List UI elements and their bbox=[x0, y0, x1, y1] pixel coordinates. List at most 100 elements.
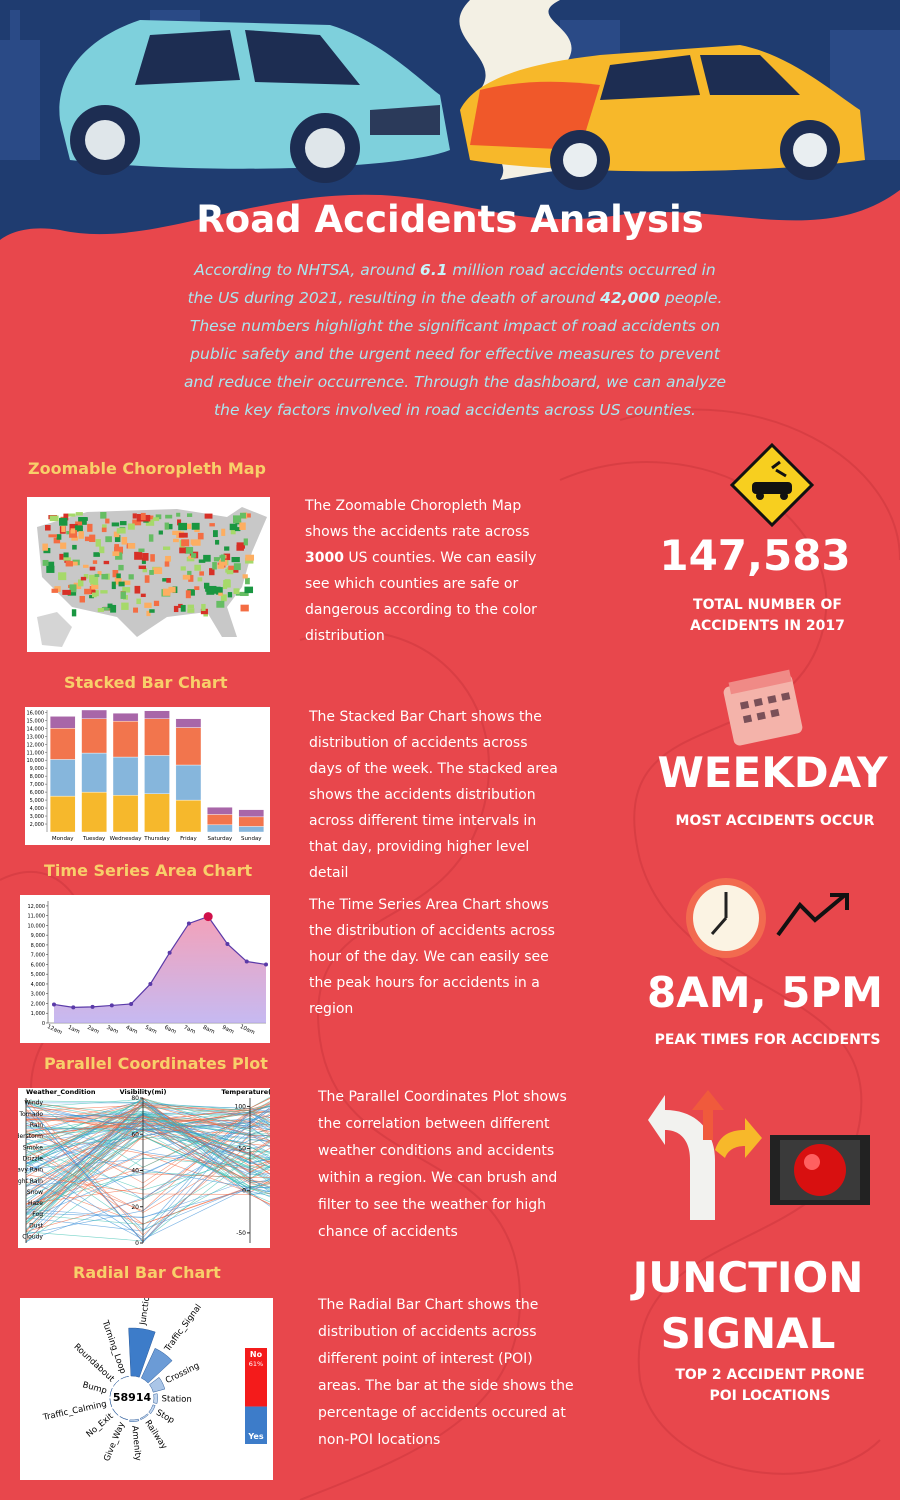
county bbox=[230, 528, 236, 535]
intro-highlight: 42,000 bbox=[600, 289, 660, 307]
county bbox=[145, 519, 155, 526]
county bbox=[116, 573, 121, 579]
county bbox=[226, 567, 234, 575]
county bbox=[94, 573, 100, 578]
y-tick-label: 2,000 bbox=[30, 822, 44, 828]
county bbox=[239, 522, 246, 530]
county bbox=[166, 578, 171, 583]
polyline-decor bbox=[25, 1103, 270, 1205]
category-label: Traffic_Signal bbox=[162, 1303, 204, 1355]
category-label: Railway bbox=[142, 1418, 168, 1451]
county bbox=[220, 594, 227, 602]
point bbox=[167, 950, 172, 955]
county bbox=[63, 552, 69, 558]
y-tick-label: 15,000 bbox=[27, 718, 45, 724]
county bbox=[93, 576, 99, 585]
stat-label: TOP 2 ACCIDENT PRONE POI LOCATIONS bbox=[675, 1367, 865, 1404]
county bbox=[121, 602, 129, 610]
radial-thumbnail: Junction Traffic_Signal Crossing Station Sto… bbox=[20, 1298, 273, 1480]
county bbox=[59, 553, 64, 560]
polyline-decor bbox=[25, 1113, 270, 1164]
y-tick-label: 8,000 bbox=[31, 943, 45, 949]
polyline-decor bbox=[25, 1177, 270, 1240]
bar-segment bbox=[207, 807, 233, 815]
county bbox=[132, 513, 137, 519]
polyline-decor bbox=[25, 1117, 270, 1196]
county bbox=[75, 512, 83, 516]
county bbox=[100, 590, 108, 594]
county bbox=[185, 590, 191, 599]
county bbox=[246, 513, 251, 518]
category-label: Station bbox=[161, 1394, 191, 1405]
radial-bar bbox=[109, 1387, 113, 1397]
category-label: Stop bbox=[154, 1408, 176, 1426]
county bbox=[153, 600, 160, 607]
bar-segment bbox=[81, 752, 107, 793]
county bbox=[148, 534, 154, 542]
y2-tick-label: 100 bbox=[235, 1103, 247, 1110]
county bbox=[91, 584, 99, 590]
county bbox=[49, 515, 59, 522]
county bbox=[179, 547, 186, 554]
county bbox=[204, 513, 213, 519]
section-title: Parallel Coordinates Plot bbox=[44, 1054, 268, 1073]
county bbox=[78, 517, 87, 525]
county bbox=[162, 578, 169, 582]
x-tick-label: Sunday bbox=[241, 836, 262, 842]
county bbox=[163, 546, 171, 550]
county bbox=[136, 598, 141, 605]
county bbox=[244, 586, 254, 594]
polyline-decor bbox=[25, 1132, 270, 1193]
county bbox=[215, 539, 220, 545]
county bbox=[134, 551, 143, 560]
county bbox=[218, 592, 223, 596]
category-label: Rain bbox=[30, 1122, 43, 1129]
county bbox=[73, 582, 82, 590]
county bbox=[180, 604, 186, 612]
county bbox=[197, 532, 204, 540]
section-description: The Zoomable Choropleth Map shows the ac… bbox=[305, 493, 545, 649]
county bbox=[87, 523, 93, 532]
section-title: Time Series Area Chart bbox=[44, 861, 253, 880]
county bbox=[100, 512, 107, 519]
category-label: Haze bbox=[28, 1200, 43, 1207]
road-arrow-icon bbox=[648, 1090, 762, 1220]
county bbox=[198, 559, 206, 563]
county bbox=[110, 604, 117, 613]
section-title: Stacked Bar Chart bbox=[64, 673, 228, 692]
polyline-decor bbox=[25, 1108, 270, 1187]
county bbox=[242, 574, 248, 579]
y-tick-label: 80 bbox=[131, 1095, 139, 1102]
intro-text: According to NHTSA, around bbox=[194, 261, 421, 279]
county bbox=[127, 543, 136, 549]
county bbox=[140, 593, 146, 598]
point bbox=[244, 959, 249, 964]
stat-value: WEEKDAY bbox=[657, 748, 888, 797]
polyline-decor bbox=[25, 1135, 270, 1223]
y2-tick-label: 50 bbox=[238, 1146, 246, 1153]
county bbox=[176, 512, 181, 517]
county bbox=[122, 580, 131, 585]
county bbox=[114, 577, 122, 585]
county bbox=[186, 513, 193, 517]
category-label: Dust bbox=[29, 1222, 44, 1229]
page-title: Road Accidents Analysis bbox=[196, 198, 704, 241]
county bbox=[228, 565, 237, 570]
county bbox=[75, 521, 83, 527]
county bbox=[128, 574, 134, 580]
county bbox=[239, 512, 247, 519]
bar-segment bbox=[49, 728, 76, 760]
category-label: Drizzle bbox=[23, 1155, 44, 1162]
county bbox=[199, 571, 205, 576]
x-tick-label: 9am bbox=[221, 1025, 235, 1036]
county bbox=[152, 517, 160, 522]
category-label: Crossing bbox=[164, 1361, 201, 1386]
county bbox=[181, 539, 190, 547]
county bbox=[102, 524, 107, 529]
polyline-decor bbox=[25, 1104, 270, 1162]
y-tick-label: 6,000 bbox=[31, 962, 45, 968]
county bbox=[127, 523, 135, 530]
point bbox=[129, 1001, 134, 1006]
county bbox=[69, 523, 78, 531]
